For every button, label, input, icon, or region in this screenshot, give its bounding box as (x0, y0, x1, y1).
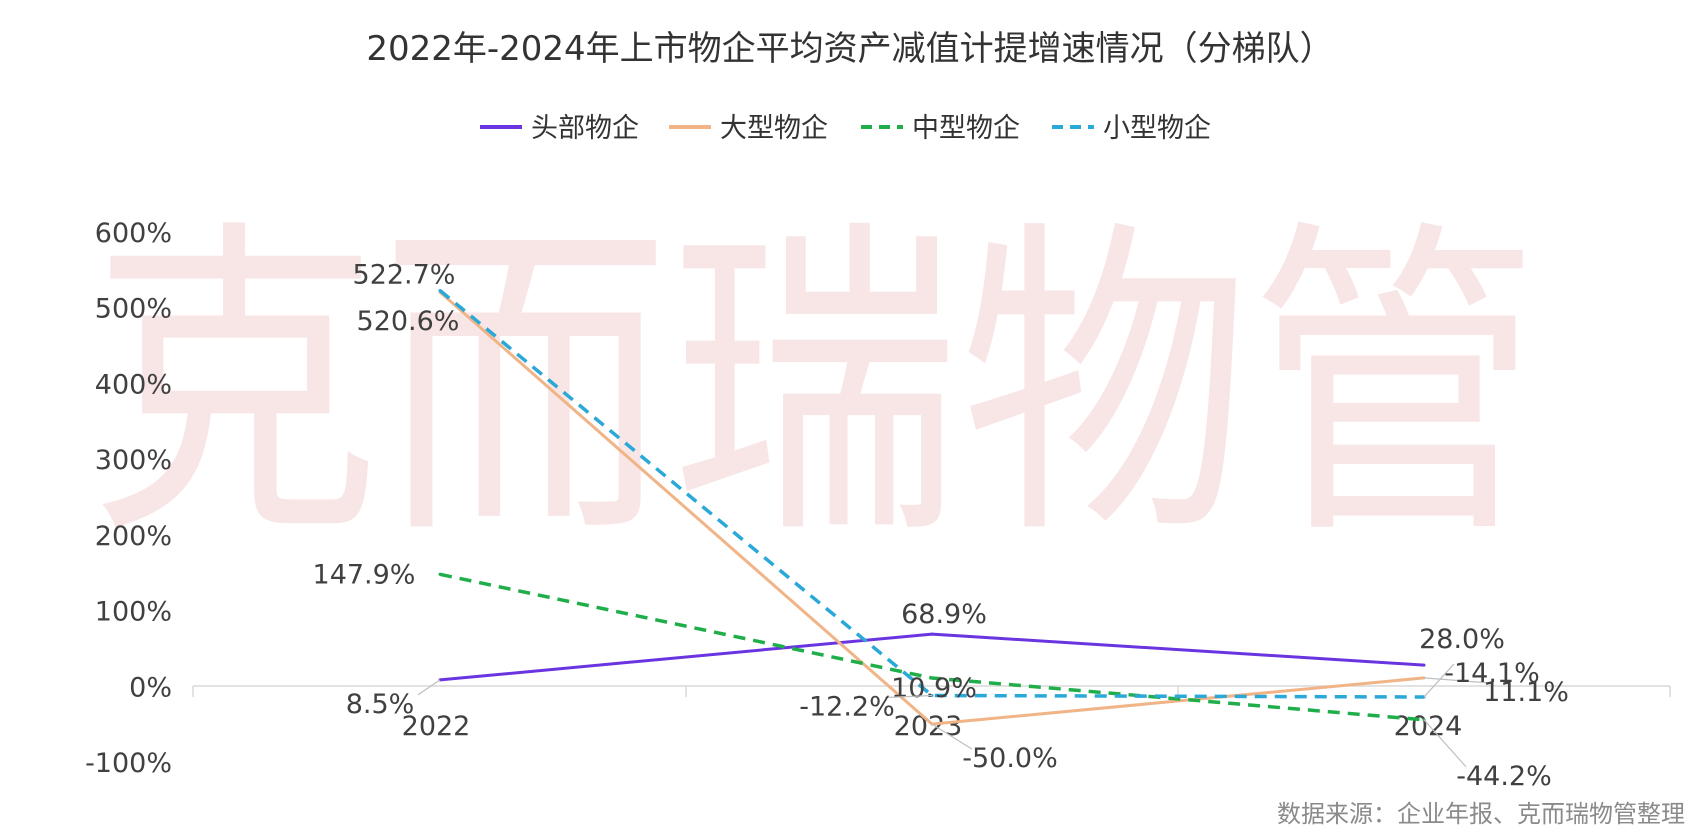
data-label: 522.7% (353, 260, 456, 291)
label-leader-line (1423, 719, 1467, 768)
source-note: 数据来源：企业年报、克而瑞物管整理 (1277, 800, 1685, 828)
legend-label: 头部物企 (531, 113, 639, 144)
series-point (930, 632, 934, 636)
x-axis: 2022 2023 2024 (192, 686, 1671, 742)
data-label: -14.1% (1444, 658, 1540, 689)
y-axis: 600% 500% 400% 300% 200% 100% 0% -100% (85, 218, 172, 779)
y-tick-label: 100% (95, 597, 172, 628)
label-leader-line (931, 723, 973, 750)
data-label: -44.2% (1456, 761, 1552, 792)
data-label: 28.0% (1419, 624, 1505, 655)
label-leader-line (1423, 677, 1489, 684)
series-point (438, 289, 442, 293)
x-tick-label: 2022 (402, 711, 471, 742)
label-leader-line (884, 694, 933, 699)
label-leader-line (417, 679, 441, 696)
legend: 头部物企 大型物企 中型物企 小型物企 (480, 113, 1211, 144)
y-tick-label: 500% (95, 294, 172, 325)
y-tick-label: 0% (129, 672, 172, 703)
data-label: -50.0% (962, 743, 1058, 774)
data-label: 8.5% (346, 689, 415, 720)
y-tick-label: 300% (95, 445, 172, 476)
data-label: 147.9% (313, 559, 416, 590)
data-label: 520.6% (357, 306, 460, 337)
legend-label: 中型物企 (912, 113, 1020, 144)
data-labels: 8.5% 68.9% 28.0% 520.6% -50.0% 11.1% 147.9% 10.… (313, 260, 1569, 792)
legend-label: 小型物企 (1103, 113, 1211, 144)
y-tick-label: 400% (95, 369, 172, 400)
series-point (1422, 663, 1426, 667)
y-tick-label: -100% (85, 748, 172, 779)
legend-label: 大型物企 (720, 113, 828, 144)
chart-title: 2022年-2024年上市物企平均资产减值计提增速情况（分梯队） (366, 29, 1333, 69)
series-point (930, 676, 934, 680)
y-tick-label: 200% (95, 521, 172, 552)
label-leader-line (1423, 663, 1455, 698)
series-point (438, 572, 442, 576)
series-line (438, 289, 1425, 699)
data-label: -12.2% (799, 692, 895, 723)
watermark: 克而瑞物管 (90, 194, 1540, 578)
y-tick-label: 600% (95, 218, 172, 249)
x-tick-label: 2024 (1394, 711, 1463, 742)
series-group (438, 289, 1426, 726)
data-label: 10.9% (891, 673, 977, 704)
x-tick-label: 2023 (894, 711, 963, 742)
data-label: 11.1% (1483, 677, 1569, 708)
data-label: 68.9% (901, 599, 987, 630)
